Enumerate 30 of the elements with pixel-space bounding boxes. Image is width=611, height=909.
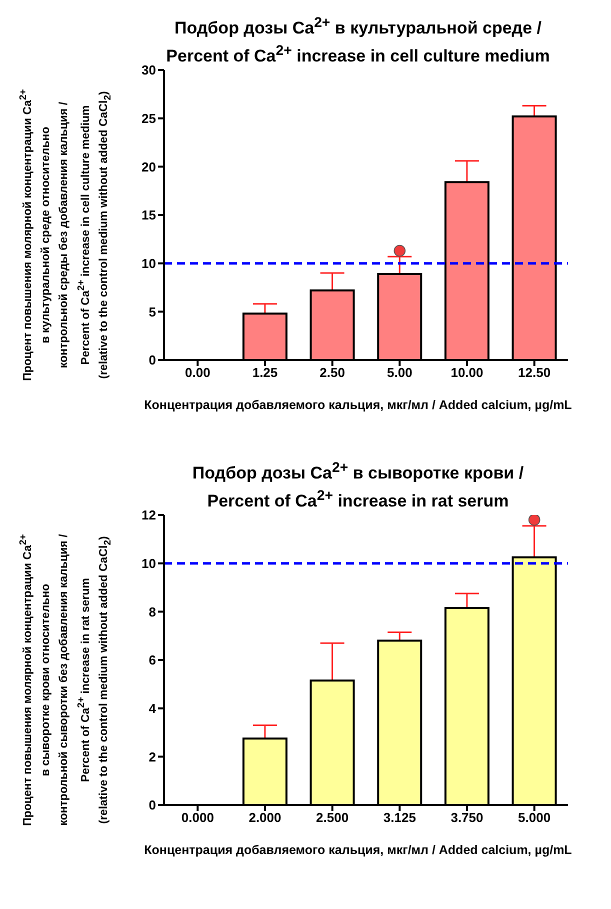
x-tick-label: 5.000 [518,810,551,826]
y-tick-label: 25 [142,110,156,126]
y-tick-label: 8 [148,604,156,620]
y-tick-label: 15 [142,208,156,223]
x-axis-title: Концентрация добавляемого кальция, мкг/мл / Added calcium, µg/mL [143,843,573,857]
y-tick-label: 10 [142,556,156,571]
x-tick-label: 0.00 [185,365,210,380]
x-tick-label: 12.50 [518,365,551,380]
x-tick-label: 3.125 [383,810,416,826]
y-tick-label: 30 [142,62,156,78]
chart-title: Подбор дозы Ca$^{2+}$ в сыворотке крови / Percent of Ca$^{2+}$ increase in rat serum [192,460,524,510]
y-tick-label: 10 [142,256,156,271]
chart-title: Подбор дозы Ca$^{2+}$ в культуральной среде / Percent of Ca$^{2+}$ increase in cell culture medium [166,15,550,66]
x-tick-label: 2.000 [248,810,282,826]
x-tick-label: 1.25 [252,365,278,380]
x-tick-label: 10.00 [450,365,484,380]
y-tick-label: 20 [142,159,156,174]
x-axis-title: Концентрация добавляемого кальция, мкг/мл / Added calcium, µg/mL [143,398,573,412]
y-tick-label: 2 [148,749,156,764]
y-tick-label: 0 [148,352,156,368]
y-tick-label: 4 [148,700,157,716]
y-tick-label: 0 [148,798,156,813]
x-tick-label: 3.750 [450,810,484,826]
x-tick-label: 2.500 [316,810,349,826]
y-tick-label: 5 [148,304,156,320]
y-tick-label: 12 [142,508,156,523]
x-tick-label: 5.00 [387,365,412,380]
x-tick-label: 0.000 [181,810,214,826]
y-tick-label: 6 [148,652,156,668]
x-tick-label: 2.50 [320,365,345,380]
